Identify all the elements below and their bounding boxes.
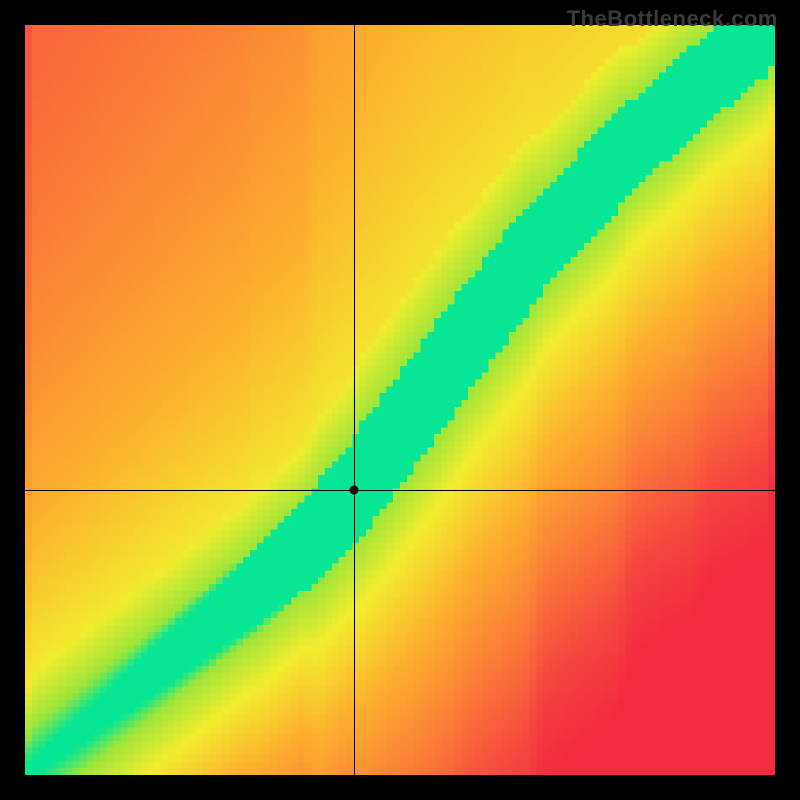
crosshair-vertical	[354, 25, 355, 775]
bottleneck-heatmap	[25, 25, 775, 775]
watermark-text: TheBottleneck.com	[567, 6, 778, 32]
crosshair-marker	[349, 486, 358, 495]
plot-area	[25, 25, 775, 775]
crosshair-horizontal	[25, 490, 775, 491]
